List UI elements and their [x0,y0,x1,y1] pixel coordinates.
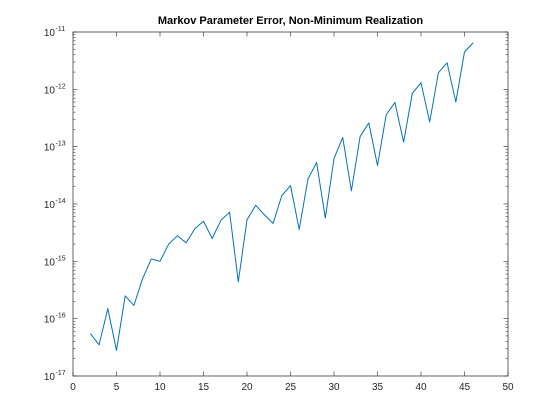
y-tick-exponent: -17 [56,370,66,377]
x-tick-label: 0 [70,382,76,393]
ticks-layer: 0 5 10 15 20 25 30 35 40 45 5010-1710-1610-1510-14… [44,26,514,393]
x-tick-label: 20 [241,382,253,393]
x-tick-label: 15 [198,382,210,393]
y-tick-label: 10 [44,143,56,154]
x-tick-label: 35 [372,382,384,393]
x-tick-label: 10 [154,382,166,393]
y-tick-exponent: -13 [56,141,66,148]
x-tick-label: 50 [502,382,514,393]
y-tick-label: 10 [44,200,56,211]
y-tick-exponent: -16 [56,313,66,320]
chart-title: Markov Parameter Error, Non-Minimum Real… [158,15,424,27]
x-tick-label: 30 [328,382,340,393]
y-tick-label: 10 [44,85,56,96]
y-tick-exponent: -11 [56,26,66,33]
y-tick-label: 10 [44,28,56,39]
x-tick-label: 45 [459,382,471,393]
x-tick-label: 25 [285,382,297,393]
y-tick-exponent: -14 [56,198,66,205]
y-tick-label: 10 [44,315,56,326]
series-line [90,42,474,351]
axes-frame [72,31,509,377]
x-tick-label: 5 [114,382,120,393]
x-tick-label: 40 [415,382,427,393]
axes-box [72,31,509,377]
axes-background [73,32,508,376]
y-tick-label: 10 [44,372,56,383]
y-tick-label: 10 [44,257,56,268]
y-tick-exponent: -12 [56,83,66,90]
y-tick-exponent: -15 [56,255,66,262]
series-layer [90,42,474,351]
